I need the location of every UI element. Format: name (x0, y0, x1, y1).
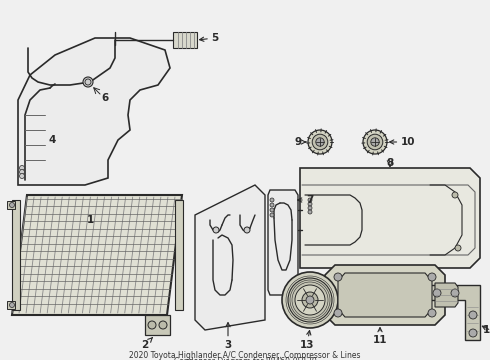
Text: 9: 9 (294, 137, 306, 147)
Polygon shape (195, 185, 265, 330)
Text: 10: 10 (390, 137, 415, 147)
Text: 8: 8 (387, 158, 393, 168)
Polygon shape (425, 285, 480, 340)
Text: Condenser Diagram for 88460-0E120: Condenser Diagram for 88460-0E120 (173, 357, 317, 360)
Circle shape (20, 174, 25, 179)
Circle shape (9, 202, 15, 207)
Text: 13: 13 (300, 330, 314, 350)
Polygon shape (435, 283, 458, 307)
Polygon shape (7, 301, 15, 309)
Circle shape (452, 192, 458, 198)
Circle shape (302, 292, 318, 308)
Circle shape (308, 206, 312, 210)
Circle shape (270, 213, 274, 217)
Circle shape (306, 296, 314, 304)
Circle shape (371, 138, 379, 146)
Text: 4: 4 (49, 135, 56, 145)
Circle shape (308, 198, 312, 202)
Circle shape (270, 208, 274, 212)
Circle shape (308, 210, 312, 214)
Text: 6: 6 (101, 93, 109, 103)
Circle shape (469, 311, 477, 319)
Circle shape (244, 227, 250, 233)
Circle shape (308, 130, 332, 154)
Circle shape (428, 309, 436, 317)
Text: 12: 12 (482, 325, 490, 335)
Circle shape (159, 321, 167, 329)
Polygon shape (268, 190, 298, 295)
Polygon shape (300, 168, 480, 268)
Circle shape (312, 134, 328, 150)
Circle shape (148, 321, 156, 329)
Circle shape (455, 245, 461, 251)
Text: 3: 3 (224, 323, 232, 350)
Circle shape (270, 203, 274, 207)
Circle shape (308, 202, 312, 206)
Circle shape (288, 278, 332, 322)
Polygon shape (338, 273, 432, 317)
Polygon shape (18, 38, 170, 185)
Circle shape (270, 198, 274, 202)
Circle shape (363, 130, 387, 154)
Polygon shape (12, 195, 182, 315)
Circle shape (282, 272, 338, 328)
Circle shape (316, 138, 324, 146)
Text: 2: 2 (142, 338, 152, 350)
Polygon shape (145, 315, 170, 335)
Text: 5: 5 (199, 33, 219, 43)
Polygon shape (173, 32, 197, 48)
Circle shape (334, 273, 342, 281)
Polygon shape (12, 200, 20, 310)
Text: 1: 1 (86, 215, 94, 225)
Circle shape (428, 273, 436, 281)
Circle shape (334, 309, 342, 317)
Circle shape (451, 289, 459, 297)
Circle shape (9, 302, 15, 307)
Text: 7: 7 (297, 195, 314, 205)
Polygon shape (7, 201, 15, 209)
Circle shape (367, 134, 383, 150)
Circle shape (469, 329, 477, 337)
Text: 11: 11 (373, 328, 387, 345)
Text: 2020 Toyota Highlander A/C Condenser, Compressor & Lines: 2020 Toyota Highlander A/C Condenser, Co… (129, 351, 361, 360)
Circle shape (295, 285, 325, 315)
Circle shape (213, 227, 219, 233)
Circle shape (83, 77, 93, 87)
Circle shape (20, 166, 25, 171)
Circle shape (433, 289, 441, 297)
Polygon shape (175, 200, 183, 310)
Circle shape (20, 170, 25, 175)
Polygon shape (325, 265, 445, 325)
